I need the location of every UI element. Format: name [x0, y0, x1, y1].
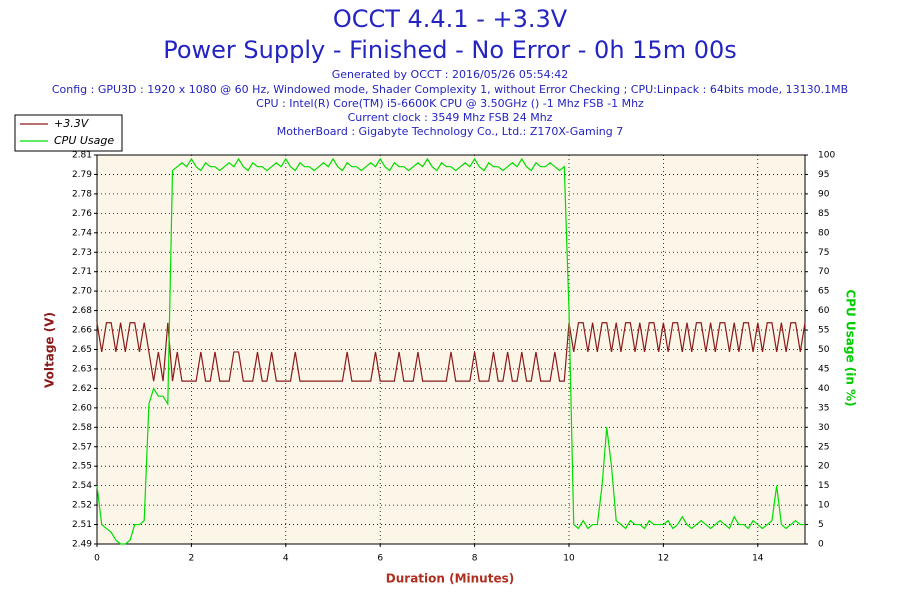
y2-tick-label: 0 [818, 540, 824, 550]
y-tick-label: 2.62 [72, 384, 92, 394]
x-axis-title: Duration (Minutes) [386, 572, 514, 586]
y2-tick-label: 80 [818, 228, 830, 238]
x-tick-label: 4 [283, 554, 289, 564]
y-tick-label: 2.54 [72, 481, 92, 491]
y-tick-label: 2.81 [72, 151, 92, 161]
y-tick-label: 2.71 [72, 267, 92, 277]
legend-box [14, 114, 123, 152]
y2-tick-label: 25 [818, 442, 829, 452]
y2-tick-label: 35 [818, 403, 829, 413]
legend-label: +3.3V [54, 117, 90, 130]
x-tick-label: 0 [94, 554, 100, 564]
info-line: Current clock : 3549 Mhz FSB 24 Mhz [348, 111, 553, 124]
plot-area [96, 154, 806, 545]
y-tick-label: 2.73 [72, 248, 92, 258]
y2-axis-title: CPU Usage (in %) [844, 289, 858, 406]
y-tick-label: 2.57 [72, 442, 92, 452]
y2-tick-label: 85 [818, 209, 829, 219]
y2-tick-label: 55 [818, 326, 829, 336]
x-tick-label: 8 [472, 554, 478, 564]
y-tick-label: 2.51 [72, 520, 92, 530]
y2-tick-label: 10 [818, 501, 830, 511]
y-tick-label: 2.78 [72, 189, 92, 199]
x-tick-label: 12 [658, 554, 669, 564]
series-line [96, 322, 806, 382]
y2-tick-label: 95 [818, 170, 829, 180]
y2-tick-label: 70 [818, 267, 830, 277]
y-tick-label: 2.55 [72, 462, 92, 472]
y-tick-label: 2.65 [72, 345, 92, 355]
series-line [96, 157, 805, 545]
x-tick-label: 2 [189, 554, 195, 564]
info-line: Generated by OCCT : 2016/05/26 05:54:42 [332, 68, 569, 81]
y2-tick-label: 20 [818, 462, 830, 472]
y-tick-label: 2.60 [72, 403, 92, 413]
chart-subtitle: Power Supply - Finished - No Error - 0h … [163, 36, 737, 64]
y-tick-label: 2.49 [72, 540, 92, 550]
y2-tick-label: 60 [818, 306, 830, 316]
chart-title: OCCT 4.4.1 - +3.3V [333, 5, 568, 33]
y2-tick-label: 5 [818, 520, 824, 530]
y-tick-label: 2.74 [72, 228, 92, 238]
x-tick-label: 6 [377, 554, 383, 564]
y2-tick-label: 100 [818, 151, 835, 161]
y-axis-title: Voltage (V) [43, 312, 57, 388]
y-tick-label: 2.52 [72, 501, 92, 511]
y-tick-label: 2.66 [72, 326, 92, 336]
legend-label: CPU Usage [54, 134, 114, 147]
y2-tick-label: 40 [818, 384, 830, 394]
info-line: CPU : Intel(R) Core(TM) i5-6600K CPU @ 3… [256, 97, 644, 110]
info-line: MotherBoard : Gigabyte Technology Co., L… [277, 125, 624, 138]
y-tick-label: 2.70 [72, 287, 92, 297]
y2-tick-label: 90 [818, 189, 830, 199]
x-tick-label: 10 [563, 554, 575, 564]
y2-tick-label: 30 [818, 423, 830, 433]
y-tick-label: 2.79 [72, 170, 92, 180]
y2-tick-label: 45 [818, 364, 829, 374]
y-tick-label: 2.68 [72, 306, 92, 316]
info-line: Config : GPU3D : 1920 x 1080 @ 60 Hz, Wi… [52, 83, 848, 96]
y2-tick-label: 65 [818, 287, 829, 297]
y2-tick-label: 15 [818, 481, 829, 491]
y-tick-label: 2.58 [72, 423, 92, 433]
x-tick-label: 14 [752, 554, 764, 564]
y-tick-label: 2.63 [72, 364, 92, 374]
y-tick-label: 2.76 [72, 209, 92, 219]
y2-tick-label: 50 [818, 345, 830, 355]
y2-tick-label: 75 [818, 248, 829, 258]
